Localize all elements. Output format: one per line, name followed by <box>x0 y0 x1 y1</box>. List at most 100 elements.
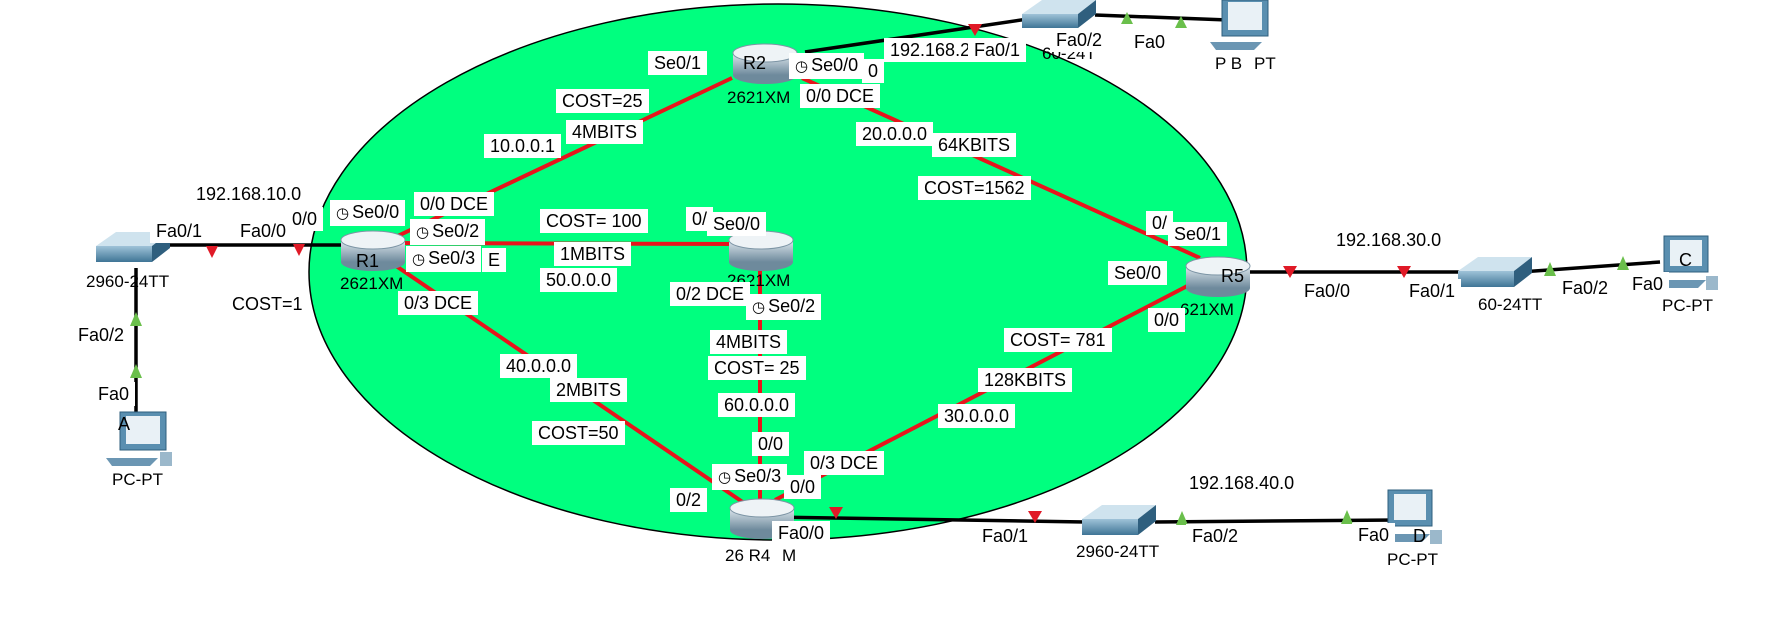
link-up-marker <box>130 364 142 378</box>
cost-1: COST=1 <box>226 292 309 316</box>
port-pcb-fa0: Fa0 <box>1128 30 1172 54</box>
switch-bottom-model: 2960-24TT <box>1076 542 1160 561</box>
pc-d-model: PC-PT <box>1387 550 1438 569</box>
pc-b-name: P B <box>1215 54 1243 73</box>
switch-top[interactable] <box>1022 0 1096 28</box>
net-20: 20.0.0.0 <box>856 122 934 146</box>
port-r4-fa0-0: Fa0/0 <box>772 521 831 545</box>
clock-icon: ◷ <box>416 224 430 241</box>
clock-icon: ◷ <box>795 58 809 75</box>
router-r2[interactable] <box>732 43 798 84</box>
pc-b-model: PT <box>1254 54 1276 73</box>
port-label: Se0/0 <box>352 202 400 222</box>
link-down-marker <box>1397 266 1411 278</box>
link-down-marker <box>206 246 218 258</box>
bandwidth-2mbits: 2MBITS <box>550 378 628 402</box>
pc-d-name: D <box>1413 526 1426 546</box>
router-r1[interactable] <box>340 230 406 271</box>
port-r2-se0-1: Se0/1 <box>648 51 708 75</box>
router-r5-name: R5 <box>1221 266 1245 286</box>
router-r1-model: 2621XM <box>340 274 404 293</box>
net-30: 30.0.0.0 <box>938 404 1016 428</box>
port-r1-0-3-dce: 0/3 DCE <box>398 291 479 315</box>
link-up-marker <box>1341 510 1353 524</box>
port-r4-se0-3: ◷ Se0/3 <box>712 464 788 490</box>
port-r1-se0-0: ◷ Se0/0 <box>330 200 406 226</box>
port-r5-fa0-0: Fa0/0 <box>1298 279 1357 303</box>
cost-25-r3-r4: COST= 25 <box>708 356 806 380</box>
link-down-marker <box>968 24 982 36</box>
pc-d[interactable] <box>1380 489 1442 544</box>
port-swleft-fa0-2: Fa0/2 <box>72 323 131 347</box>
cost-25-r1-r2: COST=25 <box>556 89 649 113</box>
port-r4-0-0: 0/0 <box>784 475 822 499</box>
port-r4-0-2: 0/2 <box>670 488 708 512</box>
net-50: 50.0.0.0 <box>540 268 618 292</box>
port-label: Se0/2 <box>768 296 816 316</box>
router-r5[interactable] <box>1185 256 1251 297</box>
net-192-168-2: 192.168.2 <box>884 38 977 62</box>
link-up-marker <box>1617 256 1629 270</box>
link-up-marker <box>130 312 142 326</box>
clock-icon: ◷ <box>412 251 426 268</box>
link-up-marker <box>1544 262 1556 276</box>
link-down-marker <box>293 244 305 256</box>
port-swright-fa0-2: Fa0/2 <box>1556 276 1615 300</box>
net-192-168-40: 192.168.40.0 <box>1183 471 1301 495</box>
cost-1562: COST=1562 <box>918 176 1031 200</box>
port-r4-0-3-dce: 0/3 DCE <box>804 451 885 475</box>
clock-icon: ◷ <box>336 205 350 222</box>
pc-a[interactable] <box>106 411 172 466</box>
port-swbottom-fa0-2: Fa0/2 <box>1186 524 1245 548</box>
port-swtop-fa0-2: Fa0/2 <box>1050 28 1109 52</box>
router-r2-model: 2621XM <box>727 88 791 107</box>
port-pcd-fa0: Fa0 <box>1352 523 1396 547</box>
port-r2-0-0-dce: 0/0 DCE <box>800 84 881 108</box>
link-r2-swtop[interactable] <box>804 13 1056 54</box>
link-swright-pcc[interactable] <box>1519 260 1661 274</box>
port-r1-0-0-dce: 0/0 DCE <box>414 192 495 216</box>
net-40: 40.0.0.0 <box>500 354 578 378</box>
link-swbottom-pcd[interactable] <box>1154 518 1399 524</box>
port-r5-se0-1: Se0/1 <box>1168 222 1228 246</box>
port-r3-se0-0: Se0/0 <box>707 212 767 236</box>
net-192-168-30: 192.168.30.0 <box>1330 228 1448 252</box>
switch-right[interactable] <box>1458 257 1532 287</box>
port-r2-se0-0: ◷ Se0/0 <box>789 53 865 79</box>
port-r2-0: 0 <box>862 59 885 83</box>
clock-icon: ◷ <box>718 469 732 486</box>
switch-right-model: 60-24TT <box>1478 295 1543 314</box>
router-r3[interactable] <box>728 230 794 271</box>
link-r2-r5[interactable] <box>801 76 1201 260</box>
clock-icon: ◷ <box>752 299 766 316</box>
cost-100: COST= 100 <box>540 209 648 233</box>
port-swleft-fa0-1: Fa0/1 <box>150 219 209 243</box>
port-label: Se0/3 <box>428 248 476 268</box>
link-up-marker <box>1176 511 1188 525</box>
net-192-168-10: 192.168.10.0 <box>190 182 308 206</box>
port-swright-fa0-1: Fa0/1 <box>1403 279 1462 303</box>
pc-b[interactable] <box>1210 0 1269 50</box>
bandwidth-4mbits-r1-r2: 4MBITS <box>566 120 644 144</box>
link-r4-swbottom[interactable] <box>769 515 1086 524</box>
switch-bottom[interactable] <box>1082 505 1156 535</box>
bandwidth-64kbits: 64KBITS <box>932 133 1017 157</box>
port-pcc-fa0: Fa0 <box>1626 272 1670 296</box>
switch-left-model: 2960-24TT <box>86 272 170 291</box>
link-up-marker <box>1121 12 1133 24</box>
port-pca-fa0: Fa0 <box>92 382 136 406</box>
port-r1-e: E <box>482 248 507 272</box>
bandwidth-1mbits: 1MBITS <box>554 242 632 266</box>
port-swbottom-fa0-1: Fa0/1 <box>976 524 1035 548</box>
pc-c-model: PC-PT <box>1662 296 1713 315</box>
pc-a-name: A <box>118 414 131 434</box>
port-r3-se0-2: ◷ Se0/2 <box>746 294 822 320</box>
link-swtop-pcb[interactable] <box>1094 13 1229 22</box>
router-r5-model: 621XM <box>1180 300 1234 319</box>
port-r4-0-0-top: 0/0 <box>752 432 790 456</box>
link-down-marker <box>1028 511 1042 523</box>
port-r1-se0-3: ◷ Se0/3 <box>406 246 482 272</box>
router-r4-name: 26 R4 <box>725 546 771 565</box>
pc-a-model: PC-PT <box>112 470 163 489</box>
port-r5-se0-0: Se0/0 <box>1108 261 1168 285</box>
